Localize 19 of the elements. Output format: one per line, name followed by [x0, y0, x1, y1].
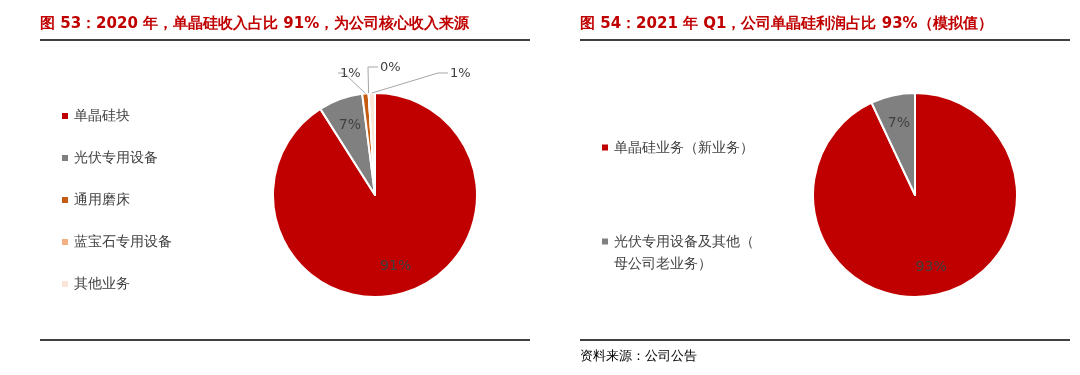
- legend-label: 光伏专用设备及其他（母公司老业务）: [614, 232, 754, 271]
- data-label: 7%: [338, 116, 362, 133]
- legend-label: 蓝宝石专用设备: [74, 233, 172, 249]
- pie-slice: [272, 92, 478, 298]
- chart-title: 图 53：2020 年，单晶硅收入占比 91%，为公司核心收入来源: [40, 14, 471, 32]
- legend-label: 单晶硅业务（新业务）: [614, 138, 754, 155]
- data-label: 1%: [450, 64, 471, 80]
- data-label: 93%: [915, 258, 947, 275]
- legend-label: 光伏专用设备: [74, 149, 158, 165]
- chart-title: 图 54：2021 年 Q1，公司单晶硅利润占比 93%（模拟值）: [580, 14, 993, 32]
- data-label: 7%: [887, 113, 910, 130]
- legend-label: 其他业务: [74, 275, 130, 291]
- legend-label: 通用磨床: [74, 191, 130, 207]
- legend-label: 单晶硅块: [74, 107, 130, 123]
- data-label: 1%: [340, 64, 361, 80]
- data-label: 91%: [380, 257, 412, 274]
- pie-slice: [812, 92, 1018, 298]
- text: 0%: [380, 58, 401, 74]
- text: 资料来源：公司公告: [580, 348, 697, 363]
